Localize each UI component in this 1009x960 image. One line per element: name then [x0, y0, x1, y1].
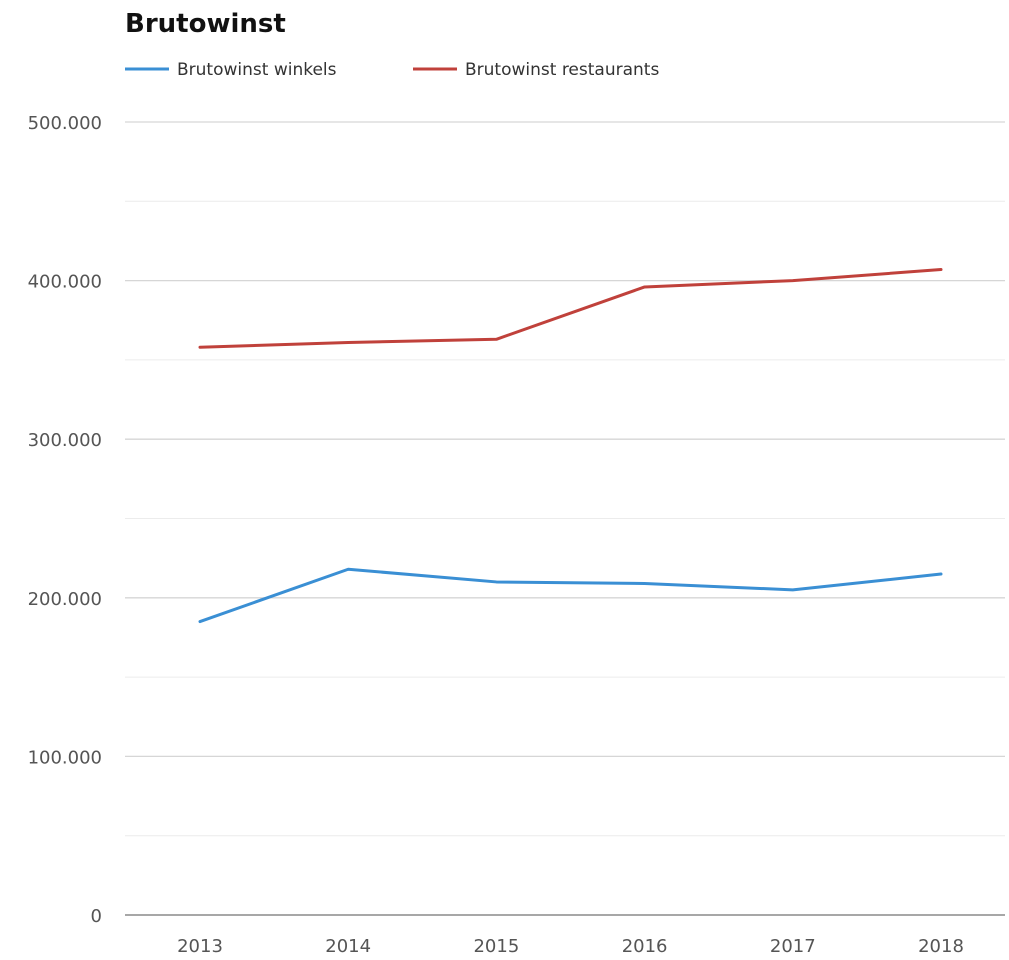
x-tick-label: 2016	[622, 936, 668, 957]
y-tick-label: 0	[91, 906, 102, 927]
legend-label: Brutowinst restaurants	[465, 60, 659, 80]
series-line	[198, 567, 943, 624]
x-axis-ticks: 2013 2014 2015 2016 2017 2018	[177, 936, 964, 957]
legend-label: Brutowinst winkels	[177, 60, 337, 80]
y-tick-label: 400.000	[28, 272, 102, 293]
x-tick-label: 2017	[770, 936, 816, 957]
y-tick-label: 100.000	[28, 747, 102, 768]
x-tick-label: 2014	[325, 936, 371, 957]
x-tick-label: 2018	[918, 936, 964, 957]
y-tick-label: 200.000	[28, 589, 102, 610]
y-tick-label: 300.000	[28, 430, 102, 451]
gridlines	[125, 121, 1005, 916]
chart-legend: Brutowinst winkels Brutowinst restaurants	[125, 60, 659, 80]
y-tick-label: 500.000	[28, 113, 102, 134]
series-lines	[198, 267, 943, 624]
x-tick-label: 2015	[473, 936, 519, 957]
x-tick-label: 2013	[177, 936, 223, 957]
chart-title: Brutowinst	[125, 9, 286, 39]
y-axis-ticks: 0 100.000 200.000 300.000 400.000 500.000	[28, 113, 102, 927]
series-line	[198, 267, 943, 349]
